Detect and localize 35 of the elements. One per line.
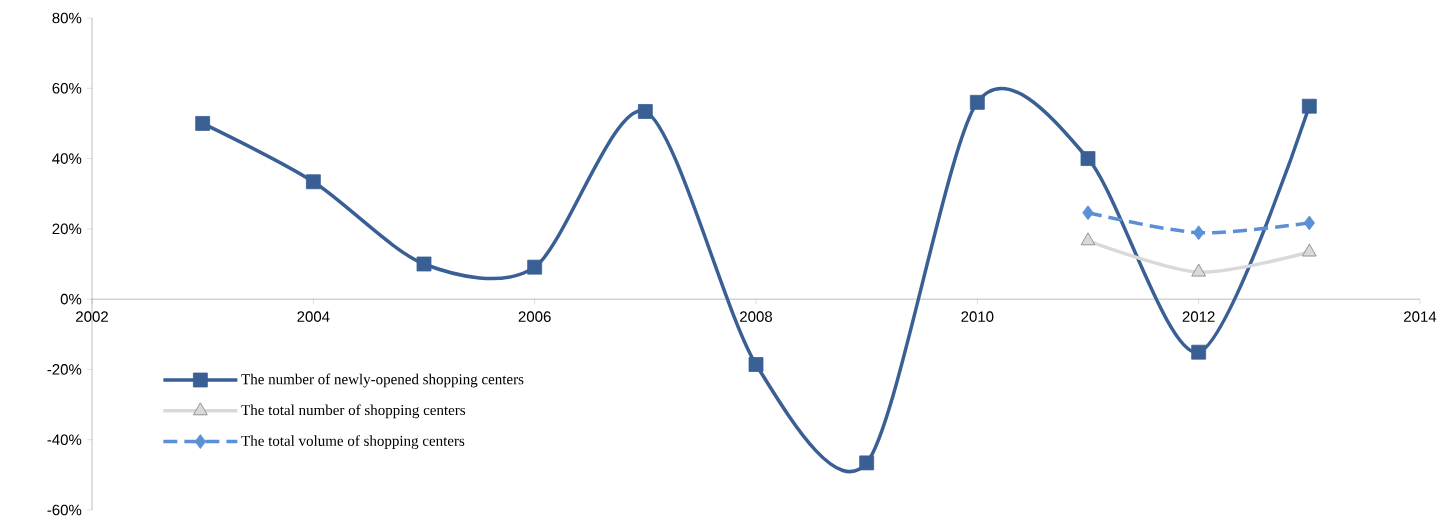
point <box>859 455 875 471</box>
point <box>1080 232 1096 246</box>
y-tick-label: 60% <box>52 82 82 94</box>
point <box>1301 98 1317 114</box>
point <box>1303 215 1315 231</box>
point <box>1302 243 1317 257</box>
point <box>1193 225 1205 240</box>
legend-label: The total number of shopping centers <box>241 404 466 419</box>
y-tick-label: -20% <box>47 363 82 375</box>
point <box>1191 263 1206 277</box>
x-tick-label: 2008 <box>740 311 773 322</box>
y-tick-label: 40% <box>52 153 82 164</box>
point <box>527 259 543 275</box>
x-tick-label: 2002 <box>76 311 108 322</box>
point <box>637 103 653 119</box>
point <box>969 94 985 110</box>
point <box>416 256 432 272</box>
y-tick-label: 80% <box>52 12 82 24</box>
point <box>1082 205 1094 220</box>
y-tick-label: 0% <box>60 293 82 305</box>
x-tick-label: 2004 <box>297 311 330 322</box>
x-tick-label: 2006 <box>518 311 551 322</box>
point <box>1191 344 1207 360</box>
point <box>305 174 321 190</box>
legend-label: The total volume of shopping centers <box>241 435 465 449</box>
legend-label: The number of newly-opened shopping centers <box>241 373 524 388</box>
x-tick-label: 2012 <box>1182 311 1215 322</box>
point <box>748 356 764 372</box>
point <box>195 115 211 131</box>
point <box>1080 151 1096 166</box>
y-tick-label: -60% <box>47 504 82 516</box>
y-tick-label: -40% <box>47 434 82 445</box>
y-tick-label: 20% <box>52 223 82 235</box>
x-tick-label: 2014 <box>1404 311 1437 322</box>
x-tick-label: 2010 <box>961 311 994 322</box>
